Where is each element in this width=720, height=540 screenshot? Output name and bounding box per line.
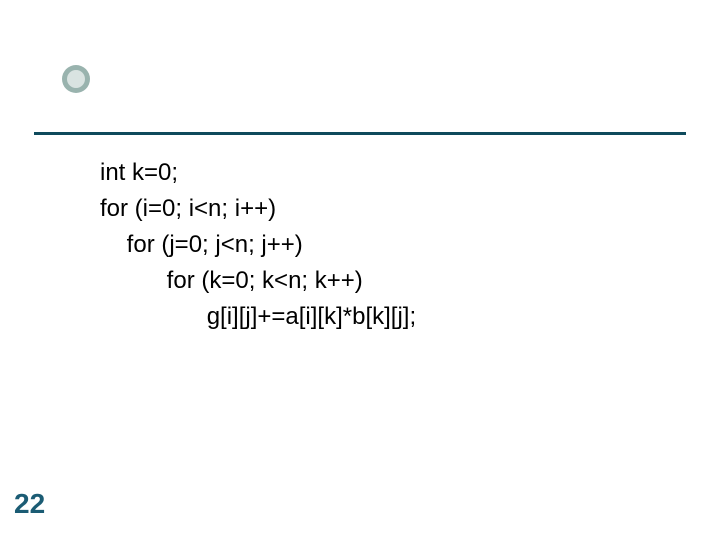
code-line-4: for (k=0; k<n; k++) xyxy=(100,263,416,299)
code-line-3: for (j=0; j<n; j++) xyxy=(100,227,416,263)
bullet-dot-inner xyxy=(67,70,85,88)
code-block: int k=0; for (i=0; i<n; i++) for (j=0; j… xyxy=(100,155,416,335)
code-line-2: for (i=0; i<n; i++) xyxy=(100,191,416,227)
divider-line xyxy=(34,132,686,135)
slide: int k=0; for (i=0; i<n; i++) for (j=0; j… xyxy=(0,0,720,540)
page-number-text: 22 xyxy=(14,488,45,519)
code-line-5: g[i][j]+=a[i][k]*b[k][j]; xyxy=(100,299,416,335)
page-number: 22 xyxy=(14,488,45,520)
code-line-1: int k=0; xyxy=(100,155,416,191)
